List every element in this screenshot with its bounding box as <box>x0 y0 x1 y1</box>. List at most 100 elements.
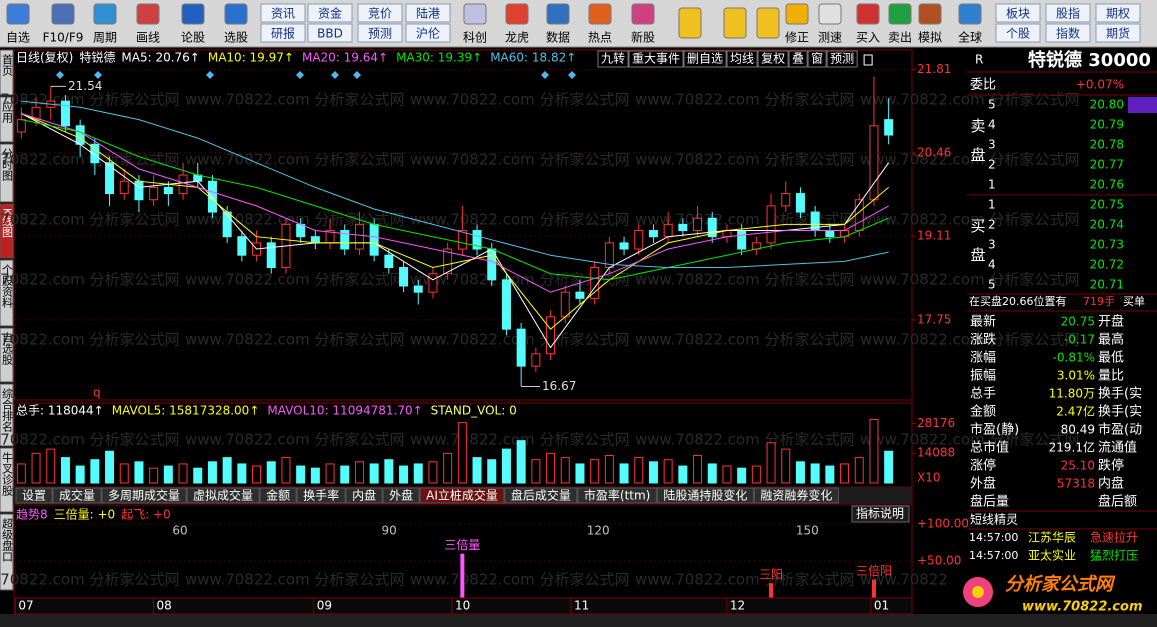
toolbar-label[interactable]: 论股 <box>181 31 205 45</box>
header-button-frame[interactable] <box>807 50 827 68</box>
toolbar-label[interactable]: 测速 <box>818 31 842 45</box>
toolbar-icon[interactable] <box>588 3 612 25</box>
toolbar-button[interactable] <box>357 3 403 23</box>
help-button-label[interactable]: 指标说明 <box>856 506 904 521</box>
toolbar-icon[interactable] <box>546 3 570 25</box>
toolbar-button-label[interactable]: 期权 <box>1106 7 1130 21</box>
indicator-tab[interactable]: 盘后成交量 <box>511 488 571 503</box>
toolbar-button-label[interactable]: 指数 <box>1056 26 1080 41</box>
toolbar-label[interactable]: 全球 <box>958 30 982 45</box>
toolbar-label[interactable]: 模拟 <box>918 31 942 45</box>
header-button[interactable]: 均线 <box>730 52 754 66</box>
toolbar-button-label[interactable]: 资讯 <box>271 7 295 21</box>
sidebar-tab[interactable] <box>0 96 14 143</box>
toolbar-label[interactable]: 数据 <box>546 30 570 45</box>
toolbar-button[interactable] <box>995 3 1041 23</box>
toolbar-button[interactable] <box>1045 3 1091 23</box>
indicator-tab[interactable]: 设置 <box>22 489 46 503</box>
indicator-tab[interactable]: 外盘 <box>389 488 413 503</box>
toolbar-button-label[interactable]: 预测 <box>368 27 392 41</box>
header-button[interactable]: 预测 <box>830 52 854 66</box>
toolbar-icon[interactable] <box>224 3 248 25</box>
toolbar-label[interactable]: 龙虎 <box>505 31 529 45</box>
toolbar-button-label[interactable]: 陆港 <box>416 6 440 21</box>
header-button-frame[interactable] <box>683 50 727 68</box>
indicator-tab-frame[interactable] <box>186 487 260 504</box>
indicator-tab[interactable]: 金额 <box>266 488 290 503</box>
toolbar-icon[interactable] <box>723 7 747 39</box>
toolbar-icon[interactable] <box>678 7 702 39</box>
toolbar-button[interactable] <box>260 3 306 23</box>
sidebar-tab-label[interactable]: K线图 <box>1 208 14 238</box>
toolbar-icon[interactable] <box>136 3 160 25</box>
toolbar-button-label[interactable]: 竞价 <box>368 7 392 21</box>
toolbar-button[interactable] <box>405 23 451 43</box>
indicator-tab-frame[interactable] <box>577 487 657 504</box>
toolbar-button-label[interactable]: 沪伦 <box>416 26 440 41</box>
sidebar-tab[interactable] <box>0 327 14 383</box>
indicator-tab-frame[interactable] <box>345 487 383 504</box>
toolbar-button-label[interactable]: 板块 <box>1006 7 1030 21</box>
header-button-frame[interactable] <box>788 50 808 68</box>
header-lock-icon[interactable] <box>863 54 873 66</box>
toolbar-label[interactable]: 自选 <box>6 31 30 45</box>
sidebar-tab-label[interactable]: 应用 <box>1 100 14 124</box>
indicator-tab[interactable]: 成交量 <box>59 488 95 503</box>
indicator-tab-frame[interactable] <box>15 487 53 504</box>
toolbar-icon[interactable] <box>888 3 912 25</box>
indicator-tab-frame[interactable] <box>753 487 839 504</box>
header-button-frame[interactable] <box>726 50 758 68</box>
indicator-tab-frame[interactable] <box>504 487 578 504</box>
toolbar-button[interactable] <box>260 23 306 43</box>
toolbar-icon[interactable] <box>856 3 880 25</box>
toolbar-icon[interactable] <box>463 3 487 25</box>
toolbar-label[interactable]: F10/F9 <box>43 31 84 45</box>
help-button[interactable] <box>851 505 910 523</box>
indicator-tab-frame[interactable] <box>101 487 187 504</box>
toolbar-icon[interactable] <box>181 3 205 25</box>
toolbar-button[interactable] <box>1095 23 1141 43</box>
toolbar-icon[interactable] <box>958 3 982 25</box>
header-button-frame[interactable] <box>628 50 684 68</box>
header-button[interactable]: 窗 <box>811 52 823 66</box>
indicator-tab[interactable]: AI立桩成交量 <box>426 488 498 503</box>
toolbar-label[interactable]: 卖出 <box>888 31 912 45</box>
sidebar-tab[interactable] <box>0 259 14 327</box>
toolbar-button[interactable] <box>1045 23 1091 43</box>
header-button[interactable]: 删自选 <box>687 52 723 66</box>
toolbar-button[interactable] <box>307 23 353 43</box>
toolbar-label[interactable]: 画线 <box>136 31 160 45</box>
toolbar-button-label[interactable]: 期货 <box>1106 26 1130 41</box>
indicator-tab-frame[interactable] <box>259 487 297 504</box>
sidebar-tab[interactable] <box>0 143 14 203</box>
indicator-tab[interactable]: 内盘 <box>352 488 376 503</box>
toolbar-icon[interactable] <box>505 3 529 25</box>
indicator-tab[interactable]: 市盈率(ttm) <box>584 488 650 503</box>
indicator-tab-frame[interactable] <box>419 487 505 504</box>
header-button[interactable]: 重大事件 <box>632 52 680 66</box>
sidebar-tab-label[interactable]: 牛叉诊股 <box>1 451 14 497</box>
toolbar-icon[interactable] <box>818 3 842 25</box>
toolbar-label[interactable]: 新股 <box>631 30 655 45</box>
header-button[interactable]: 复权 <box>761 52 785 66</box>
indicator-tab[interactable]: 换手率 <box>303 488 339 503</box>
toolbar-icon[interactable] <box>6 3 30 25</box>
header-button[interactable]: 九转 <box>601 51 625 66</box>
sidebar-tab[interactable] <box>0 383 14 447</box>
toolbar-label[interactable]: 买入 <box>856 31 880 45</box>
sidebar-tab[interactable] <box>0 513 14 591</box>
toolbar-icon[interactable] <box>93 3 117 25</box>
header-button[interactable]: 叠 <box>792 52 804 66</box>
toolbar-label[interactable]: 选股 <box>224 31 248 45</box>
indicator-tab-frame[interactable] <box>656 487 754 504</box>
toolbar-button-label[interactable]: BBD <box>317 27 343 41</box>
toolbar-button[interactable] <box>357 23 403 43</box>
toolbar-button-label[interactable]: 资金 <box>318 6 342 21</box>
indicator-tab[interactable]: 融资融券变化 <box>760 488 832 503</box>
indicator-tab-frame[interactable] <box>382 487 420 504</box>
sidebar-tab[interactable] <box>0 203 14 259</box>
toolbar-button-label[interactable]: 研报 <box>271 26 295 41</box>
sidebar-tab-label[interactable]: 个股资料 <box>1 264 14 309</box>
toolbar-label[interactable]: 修正 <box>785 30 809 45</box>
toolbar-icon[interactable] <box>51 3 75 25</box>
